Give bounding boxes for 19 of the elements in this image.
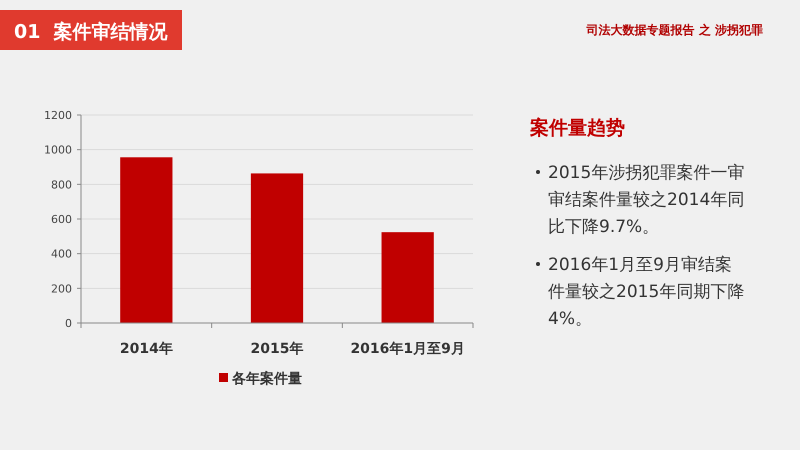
bar (120, 157, 172, 323)
y-tick-label: 1000 (44, 144, 72, 157)
text: 司法大数据专题报告 之 涉拐犯罪 (586, 23, 763, 37)
bar (382, 232, 434, 323)
text: 2015年涉拐犯罪案件一审审结案件量较之2014年同比下降9.7%。 (548, 163, 744, 237)
x-tick-label: 2016年1月至9月 (350, 341, 465, 357)
y-tick-label: 1200 (44, 109, 72, 122)
text: 2016年1月至9月审结案件量较之2015年同期下降4%。 (548, 255, 744, 329)
bar (250, 173, 304, 323)
legend-label: 各年案件量 (231, 370, 302, 387)
y-tick-label: 0 (65, 317, 72, 330)
chart-title: 01 案件审结情况 (14, 21, 169, 43)
x-tick-label: 2015年 (250, 341, 304, 357)
text: 案件量趋势 (529, 117, 625, 139)
y-tick-label: 200 (51, 282, 72, 296)
y-tick-label: 600 (51, 213, 72, 226)
y-tick-label: 400 (51, 248, 72, 261)
x-tick-label: 2014年 (120, 341, 173, 357)
y-tick-label: 800 (51, 178, 72, 192)
